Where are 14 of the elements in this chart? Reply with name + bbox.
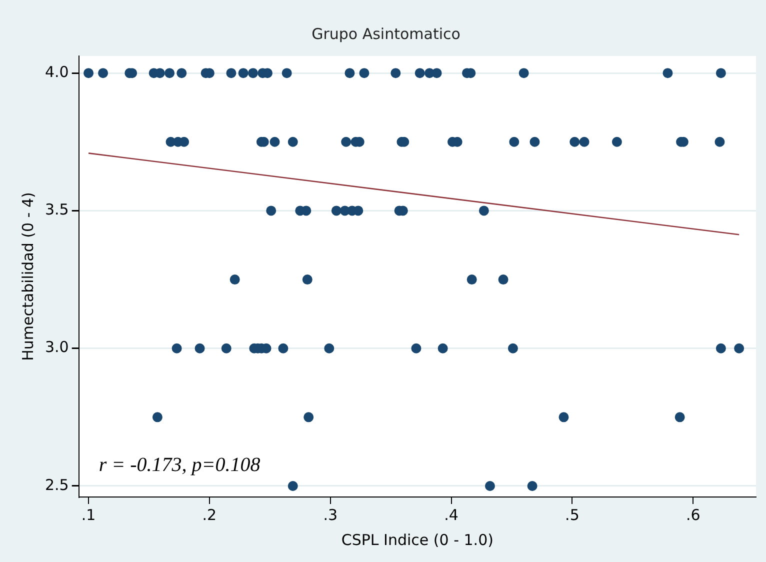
x-tick-label: .6 [686,506,700,524]
y-tick-label: 4.0 [44,62,69,81]
x-axis-title: CSPL Indice (0 - 1.0) [341,530,494,549]
y-tick-label: 2.5 [44,476,69,494]
y-tick-label: 3.0 [44,338,69,356]
annotation: r = -0.173, p=0.108 [98,454,260,476]
x-tick-label: .4 [444,506,458,524]
x-tick-label: .1 [81,506,96,524]
x-tick-label: .5 [565,506,580,524]
y-axis-title: Humectabilidad (0 - 4) [18,192,37,361]
x-tick-label: .2 [202,506,217,524]
chart-title: Grupo Asintomatico [312,24,460,43]
y-tick-label: 3.5 [44,200,69,219]
x-tick-label: .3 [323,506,338,524]
